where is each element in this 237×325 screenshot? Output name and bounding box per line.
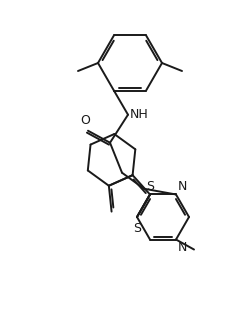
Text: NH: NH [130,108,149,121]
Text: O: O [80,114,90,127]
Text: S: S [146,180,154,193]
Text: N: N [178,180,187,193]
Text: N: N [178,240,187,254]
Text: S: S [133,222,141,235]
